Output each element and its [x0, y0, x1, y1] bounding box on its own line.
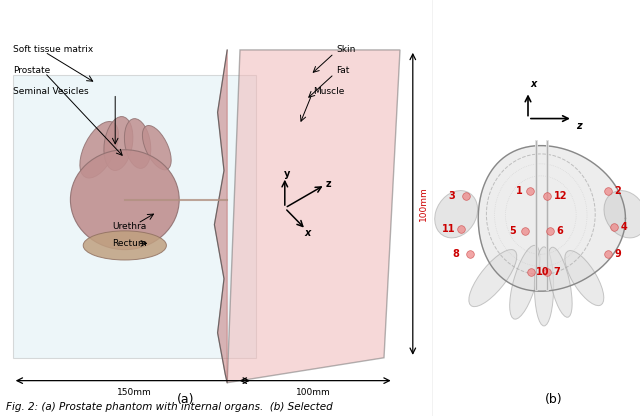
Ellipse shape [83, 231, 166, 260]
Text: Muscle: Muscle [314, 87, 345, 96]
Polygon shape [214, 50, 227, 383]
Text: 7: 7 [554, 267, 561, 277]
Text: z: z [326, 179, 331, 189]
FancyBboxPatch shape [13, 75, 256, 358]
Text: (b): (b) [545, 393, 563, 406]
Text: 12: 12 [554, 191, 567, 201]
Text: Skin: Skin [336, 45, 355, 54]
Text: 2: 2 [614, 186, 621, 196]
Ellipse shape [604, 191, 640, 238]
Text: Soft tissue matrix: Soft tissue matrix [13, 45, 93, 54]
Text: 4: 4 [621, 222, 628, 232]
Text: (a): (a) [177, 393, 195, 406]
Ellipse shape [534, 247, 554, 326]
Text: 3: 3 [448, 191, 455, 201]
Text: 9: 9 [614, 249, 621, 259]
Ellipse shape [70, 150, 179, 250]
Polygon shape [478, 146, 625, 291]
Text: 1: 1 [516, 186, 523, 196]
Text: Prostate: Prostate [13, 66, 50, 75]
Text: Seminal Vesicles: Seminal Vesicles [13, 87, 88, 96]
Text: 11: 11 [442, 224, 455, 234]
Text: 150mm: 150mm [117, 388, 152, 397]
Text: x: x [530, 79, 536, 89]
Ellipse shape [124, 119, 151, 168]
Ellipse shape [548, 247, 572, 317]
Text: Fat: Fat [336, 66, 349, 75]
Text: Urethra: Urethra [112, 222, 147, 231]
Ellipse shape [509, 245, 540, 319]
Text: 6: 6 [557, 226, 564, 236]
Polygon shape [227, 50, 400, 383]
Ellipse shape [435, 191, 477, 238]
Text: z: z [576, 121, 582, 131]
Text: y: y [284, 169, 290, 179]
Text: x: x [304, 228, 310, 238]
Ellipse shape [565, 250, 604, 306]
Ellipse shape [80, 121, 118, 178]
Text: 5: 5 [509, 226, 516, 236]
Text: 100mm: 100mm [419, 186, 428, 221]
Text: 8: 8 [452, 249, 460, 259]
Ellipse shape [469, 250, 516, 307]
Text: 10: 10 [536, 267, 550, 277]
Text: Fig. 2: (a) Prostate phantom with internal organs.  (b) Selected: Fig. 2: (a) Prostate phantom with intern… [6, 402, 333, 412]
Ellipse shape [143, 126, 171, 170]
Text: 100mm: 100mm [296, 388, 331, 397]
Text: Rectum: Rectum [112, 239, 147, 248]
Ellipse shape [104, 116, 133, 171]
